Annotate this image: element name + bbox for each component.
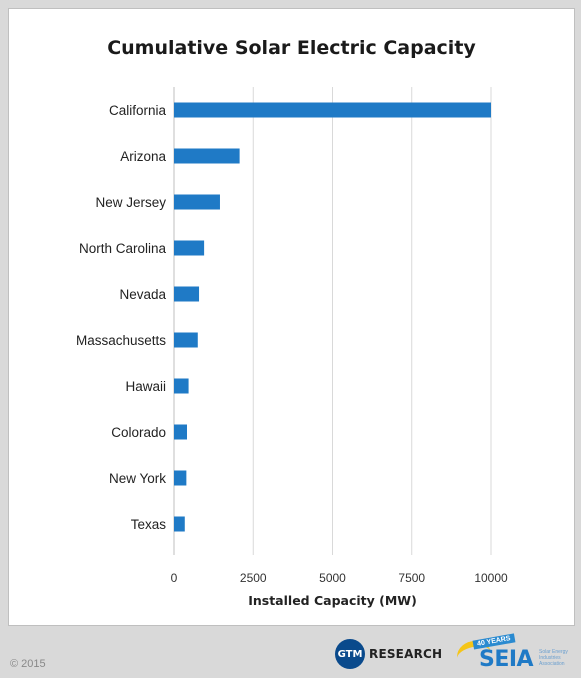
x-tick-label: 7500	[398, 571, 425, 585]
chart-title: Cumulative Solar Electric Capacity	[107, 37, 476, 59]
category-label: Colorado	[111, 425, 166, 440]
seia-logo: 40 YEARS SEIA Solar Energy Industries As…	[454, 633, 577, 675]
bar	[174, 470, 187, 486]
bar	[174, 286, 200, 302]
category-label: Nevada	[119, 287, 166, 302]
chart-frame: Cumulative Solar Electric Capacity 0 2500…	[8, 8, 575, 626]
category-label: New Jersey	[95, 195, 166, 210]
x-axis-title: Installed Capacity (MW)	[248, 593, 417, 608]
x-tick-label: 10000	[474, 571, 508, 585]
x-tick-label: 0	[171, 571, 178, 585]
category-label: Arizona	[120, 149, 166, 164]
bar	[174, 516, 185, 532]
bar	[174, 424, 187, 440]
category-label: Hawaii	[125, 379, 166, 394]
bar	[174, 194, 220, 210]
bar-chart: 0 2500 5000 7500 10000 California Arizona New J…	[76, 87, 508, 608]
footer: © 2015 GTM RESEARCH 40 YEARS SEIA Solar …	[0, 625, 581, 678]
category-label: California	[109, 103, 167, 118]
bar	[174, 240, 205, 256]
category-label: North Carolina	[79, 241, 167, 256]
bar	[174, 332, 198, 348]
gtm-research-logo: GTM RESEARCH	[335, 639, 442, 669]
copyright-text: © 2015	[10, 658, 46, 670]
category-label: New York	[109, 471, 166, 486]
bar	[174, 102, 491, 118]
category-label: Massachusetts	[76, 333, 166, 348]
seia-wordmark: SEIA	[479, 647, 534, 672]
gtm-badge-icon: GTM	[335, 639, 365, 669]
bar	[174, 148, 240, 164]
x-tick-label: 5000	[319, 571, 346, 585]
x-tick-label: 2500	[240, 571, 267, 585]
seia-tagline: Solar Energy Industries Association	[539, 649, 568, 667]
gtm-research-label: RESEARCH	[369, 647, 443, 661]
bar	[174, 378, 189, 394]
category-label: Texas	[131, 517, 167, 532]
